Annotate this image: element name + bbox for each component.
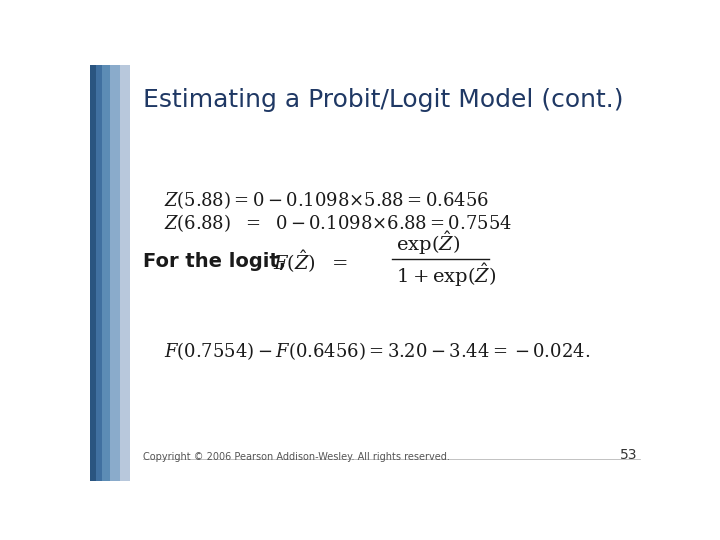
Bar bbox=[136, 65, 137, 481]
Bar bbox=[141, 65, 142, 481]
Bar bbox=[131, 65, 132, 481]
Bar bbox=[133, 65, 134, 481]
Bar bbox=[139, 65, 140, 481]
Text: 53: 53 bbox=[620, 448, 637, 462]
Text: Estimating a Probit/Logit Model (cont.): Estimating a Probit/Logit Model (cont.) bbox=[143, 88, 624, 112]
Bar bbox=[90, 65, 120, 481]
Bar bbox=[90, 65, 130, 481]
Bar bbox=[90, 65, 96, 481]
Text: $\mathit{F}(0.7554) - \mathit{F}(0.6456) = 3.20 - 3.44 = -0.024.$: $\mathit{F}(0.7554) - \mathit{F}(0.6456)… bbox=[163, 340, 590, 362]
Text: $Z(5.88) = 0 - 0.1098{\times}5.88 = 0.6456$: $Z(5.88) = 0 - 0.1098{\times}5.88 = 0.64… bbox=[163, 190, 489, 211]
Text: $Z(6.88)\ \ =\ \ 0 - 0.1098{\times}6.88 = 0.7554$: $Z(6.88)\ \ =\ \ 0 - 0.1098{\times}6.88 … bbox=[163, 213, 512, 234]
Bar bbox=[134, 65, 135, 481]
Text: $1+\mathrm{exp}(\hat{Z})$: $1+\mathrm{exp}(\hat{Z})$ bbox=[396, 261, 497, 289]
Bar bbox=[130, 65, 131, 481]
Text: Copyright © 2006 Pearson Addison-Wesley. All rights reserved.: Copyright © 2006 Pearson Addison-Wesley.… bbox=[143, 452, 449, 462]
Text: $F(\hat{Z})\ \ =$: $F(\hat{Z})\ \ =$ bbox=[273, 248, 348, 274]
Text: For the logit,: For the logit, bbox=[143, 252, 286, 271]
Bar bbox=[137, 65, 138, 481]
Bar bbox=[90, 65, 110, 481]
Bar bbox=[90, 65, 102, 481]
Bar bbox=[138, 65, 139, 481]
Bar bbox=[140, 65, 141, 481]
Text: $\mathrm{exp}(\hat{Z})$: $\mathrm{exp}(\hat{Z})$ bbox=[396, 230, 460, 257]
Bar bbox=[135, 65, 136, 481]
Bar bbox=[132, 65, 133, 481]
